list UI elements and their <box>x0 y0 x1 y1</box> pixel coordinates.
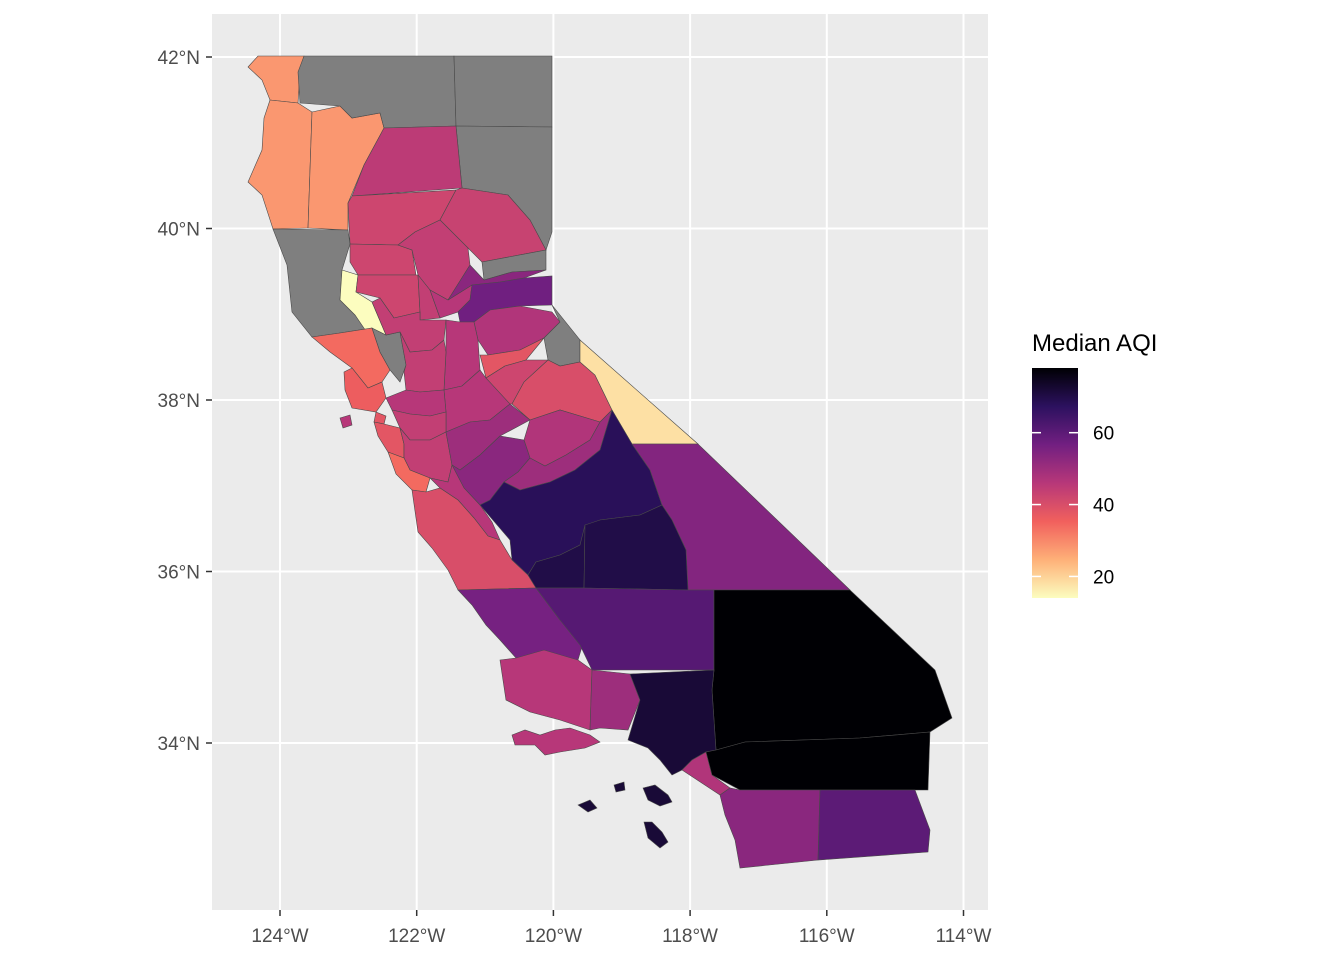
county-monterey <box>411 487 537 591</box>
legend-break-label: 40 <box>1093 496 1114 517</box>
x-tick-label: 114°W <box>936 926 992 947</box>
county-los-angeles-island <box>642 784 673 807</box>
x-tick-label: 116°W <box>799 926 855 947</box>
legend-title: Median AQI <box>1032 330 1157 357</box>
x-axis: 124°W 122°W 120°W 118°W 116°W 114°W <box>251 910 991 947</box>
county-modoc <box>453 55 553 128</box>
legend: Median AQI 20 40 60 <box>1032 330 1157 598</box>
y-tick-label: 34°N <box>158 734 200 755</box>
county-los-angeles-island <box>613 781 626 793</box>
county-santa-cruz <box>387 451 431 493</box>
x-tick-label: 118°W <box>662 926 718 947</box>
county-los-angeles-island <box>643 821 669 849</box>
legend-breaks: 20 40 60 <box>1032 424 1114 588</box>
y-axis: 34°N 36°N 38°N 40°N 42°N <box>158 48 212 755</box>
legend-colorbar <box>1032 368 1078 598</box>
x-tick-label: 122°W <box>388 926 445 947</box>
y-tick-label: 36°N <box>158 563 200 584</box>
county-los-angeles-island <box>577 799 598 813</box>
county-shasta <box>351 125 463 197</box>
county-sonoma <box>311 327 391 389</box>
county-glenn <box>349 243 417 276</box>
county-sutter <box>417 274 441 321</box>
county-imperial <box>817 789 931 861</box>
legend-break-label: 20 <box>1093 567 1114 588</box>
county-polygons <box>247 55 953 869</box>
y-tick-label: 42°N <box>158 48 200 69</box>
county-humboldt <box>247 99 313 230</box>
x-tick-label: 124°W <box>251 926 308 947</box>
legend-break-label: 60 <box>1093 424 1114 445</box>
county-santa-barbara-island <box>511 727 601 756</box>
county-santa-barbara-island <box>339 414 353 429</box>
y-tick-label: 40°N <box>158 220 200 241</box>
y-tick-label: 38°N <box>158 391 200 412</box>
x-tick-label: 120°W <box>525 926 582 947</box>
